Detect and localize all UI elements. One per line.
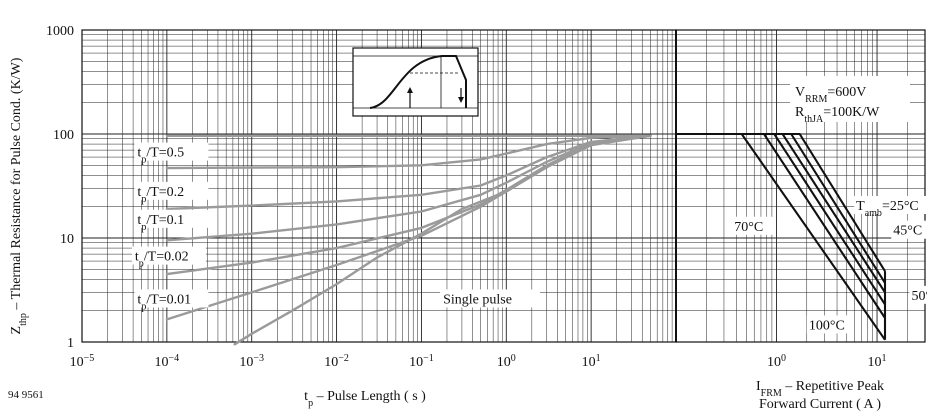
conditions-bg (790, 76, 910, 122)
current-label-0: Tamb=25°C (856, 199, 919, 219)
pulse-curve-5 (233, 134, 652, 346)
series-label-bg (891, 220, 927, 239)
pulse-curve-1 (165, 134, 652, 211)
x-tick-label-0: 10−5 (70, 353, 95, 371)
series-label-0: tp/T=0.5 (137, 146, 184, 166)
plot-frame (81, 29, 926, 343)
series-label-4: tp/T=0.01 (137, 292, 191, 312)
inset-waveform (369, 55, 467, 109)
current-label-1: 45°C (893, 224, 922, 239)
series-label-1: tp/T=0.2 (137, 185, 184, 205)
y-axis-label: Zthp – Thermal Resistance for Pulse Cond… (9, 57, 29, 334)
x-tick-label-4: 10−1 (409, 353, 434, 371)
right-x-tick-label-0: 100 (767, 353, 786, 371)
current-curve-1 (676, 132, 886, 284)
x-tick-label-5: 100 (497, 353, 516, 371)
series-label-bg (134, 209, 209, 228)
text-layer: 10−5 10−4 10−3 10−2 10−1 100 101 1 10 100 1000 100 1… (9, 24, 887, 412)
pulse-curve-2 (165, 134, 652, 242)
series-label-bg (131, 246, 206, 265)
series-layer (165, 132, 887, 346)
series-label-5: Single pulse (443, 292, 512, 307)
current-curve-4 (676, 132, 886, 319)
condition-0: VRRM=600V (795, 85, 866, 105)
right-x-axis-label-line2: Forward Current ( A ) (759, 397, 881, 412)
current-label-5: 100°C (809, 318, 845, 333)
x-tick-label-6: 101 (582, 353, 601, 371)
series-label-bg (134, 289, 209, 308)
current-curve-0 (676, 132, 886, 272)
inset-arrow-up-head (407, 87, 413, 93)
current-curve-5 (676, 132, 886, 341)
y-tick-label-2: 100 (53, 128, 74, 143)
inset-arrow-down-head (458, 97, 464, 103)
x-tick-label-1: 10−4 (155, 353, 180, 371)
y-tick-label-3: 1000 (46, 24, 74, 39)
pulse-waveform-inset (352, 47, 479, 117)
series-label-bg (134, 181, 209, 200)
series-label-2: tp/T=0.1 (137, 213, 184, 233)
series-label-bg (134, 142, 209, 161)
current-label-3: 50°C (911, 289, 927, 304)
series-label-bg (806, 315, 849, 334)
label-layer: tp/T=0.5 tp/T=0.2 tp/T=0.1 tp/T=0.02 tp/T=0.… (131, 76, 927, 334)
inset-frame (352, 47, 479, 117)
y-tick-label-0: 1 (67, 336, 74, 351)
condition-1: RthJA=100K/W (795, 105, 880, 125)
series-label-3: tp/T=0.02 (135, 250, 189, 270)
series-label-bg (909, 285, 927, 304)
right-x-axis-label: IFRM – Repetitive Peak (756, 379, 884, 399)
series-label-bg (732, 216, 775, 235)
x-tick-label-2: 10−3 (239, 353, 264, 371)
right-x-tick-label-1: 101 (868, 353, 887, 371)
x-tick-label-3: 10−2 (324, 353, 349, 371)
x-axis-label: tp – Pulse Length ( s ) (304, 389, 426, 409)
figure-code: 94 9561 (8, 389, 44, 401)
current-label-4: 70°C (734, 220, 763, 235)
pulse-curve-0 (165, 134, 652, 170)
y-tick-label-1: 10 (60, 232, 74, 247)
series-label-bg (440, 289, 541, 308)
series-label-bg (854, 196, 927, 215)
